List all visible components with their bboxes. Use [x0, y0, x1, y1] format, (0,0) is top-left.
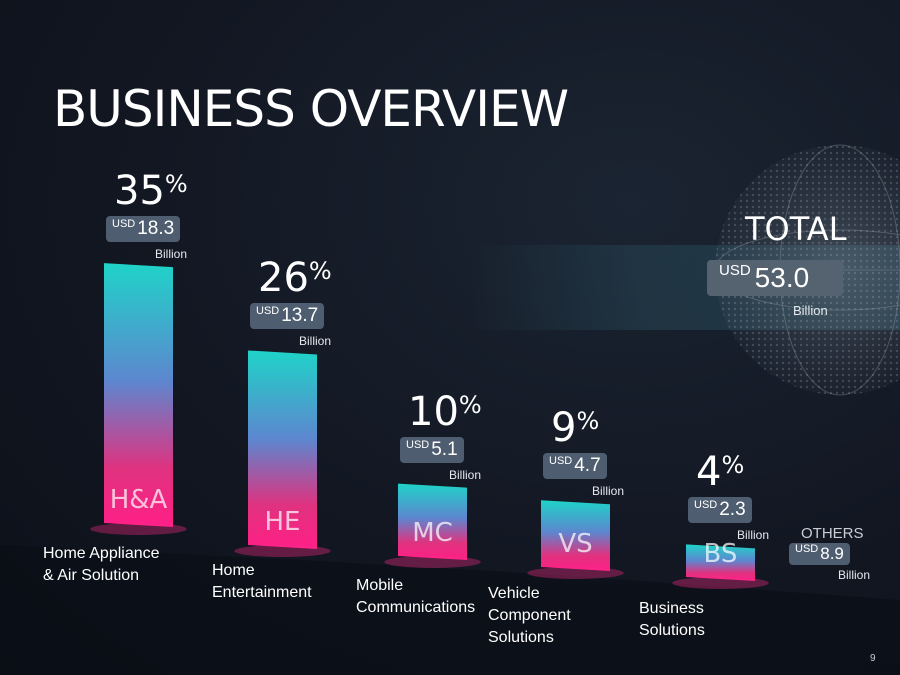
percent-value: 10 — [408, 388, 459, 435]
value-badge: USD 13.7 — [250, 303, 325, 330]
value-badge: USD 2.3 — [688, 497, 752, 524]
segment-name: Home Entertainment — [212, 560, 382, 604]
percent-sign: % — [721, 451, 745, 480]
currency-label: USD — [549, 455, 573, 468]
percent-value: 26 — [258, 255, 309, 302]
percent-label: 4% — [696, 449, 744, 495]
percent-sign: % — [458, 390, 482, 419]
page-title: BUSINESS OVERVIEW — [53, 80, 569, 138]
total-badge: USD 53.0 — [707, 260, 843, 296]
segment-name-line: Communications — [356, 599, 476, 616]
value-label: 5.1 — [431, 438, 458, 460]
segment-abbreviation: VS — [558, 529, 593, 559]
unit-label: Billion — [449, 467, 482, 482]
value-badge: USD 18.3 — [106, 216, 181, 243]
segment-name-line: & Air Solution — [43, 567, 140, 584]
percent-label: 26% — [258, 255, 332, 301]
bar-vs — [541, 500, 610, 571]
bar-glow — [234, 545, 331, 557]
others-label: OTHERS — [801, 525, 864, 542]
page-number: 9 — [870, 653, 876, 664]
segment-abbreviation: MC — [412, 518, 453, 548]
bar-he — [248, 350, 317, 549]
bar-glow — [672, 577, 769, 589]
segment-name-line: Vehicle — [488, 585, 540, 602]
total-label: TOTAL — [745, 210, 847, 248]
segment-name-line: Entertainment — [212, 584, 312, 601]
segment-name-line: Business — [639, 600, 704, 617]
total-currency: USD — [719, 261, 751, 279]
others-value: 8.9 — [820, 544, 844, 563]
percent-value: 9 — [551, 405, 577, 452]
percent-sign: % — [164, 170, 188, 199]
others-currency: USD — [795, 543, 819, 555]
segment-abbreviation: H&A — [109, 485, 168, 515]
bar-glow — [384, 556, 481, 568]
segment-name-line: Home Appliance — [43, 545, 160, 562]
percent-sign: % — [576, 407, 600, 436]
value-badge: USD 5.1 — [400, 436, 464, 463]
currency-label: USD — [406, 438, 430, 451]
bar-bs — [686, 544, 755, 581]
value-label: 13.7 — [281, 305, 319, 327]
percent-label: 10% — [408, 389, 482, 435]
segment-name-line: Component — [488, 607, 571, 624]
segment-name: Home Appliance & Air Solution — [43, 543, 213, 587]
others-unit: Billion — [838, 568, 871, 582]
percent-label: 35% — [114, 168, 188, 214]
value-badge: USD 4.7 — [543, 453, 607, 480]
currency-label: USD — [256, 305, 280, 318]
segment-name: Mobile Communications — [356, 575, 526, 619]
segment-name: Business Solutions — [639, 598, 809, 642]
currency-label: USD — [694, 499, 718, 512]
percent-sign: % — [308, 257, 332, 286]
bar-h-a — [104, 263, 173, 527]
value-label: 2.3 — [719, 499, 746, 521]
total-unit: Billion — [793, 303, 828, 318]
floor-shadow — [0, 545, 900, 675]
unit-label: Billion — [592, 484, 625, 499]
segment-abbreviation: BS — [703, 539, 738, 569]
value-label: 4.7 — [574, 455, 601, 477]
bar-mc — [398, 483, 467, 560]
currency-label: USD — [112, 218, 136, 231]
segment-name-line: Mobile — [356, 577, 404, 594]
bar-glow — [90, 523, 187, 535]
others-badge: USD 8.9 — [789, 543, 850, 565]
total-value: 53.0 — [754, 262, 810, 293]
percent-label: 9% — [551, 405, 599, 451]
bar-glow — [527, 567, 624, 579]
segment-name-line: Home — [212, 562, 255, 579]
segment-name: Vehicle Component Solutions — [488, 583, 658, 649]
unit-label: Billion — [299, 334, 332, 349]
unit-label: Billion — [737, 528, 770, 543]
segment-name-line: Solutions — [488, 629, 554, 646]
segment-name-line: Solutions — [639, 622, 705, 639]
unit-label: Billion — [155, 247, 188, 262]
segment-abbreviation: HE — [264, 507, 301, 537]
percent-value: 4 — [696, 449, 722, 496]
percent-value: 35 — [114, 168, 165, 215]
value-label: 18.3 — [137, 218, 175, 240]
